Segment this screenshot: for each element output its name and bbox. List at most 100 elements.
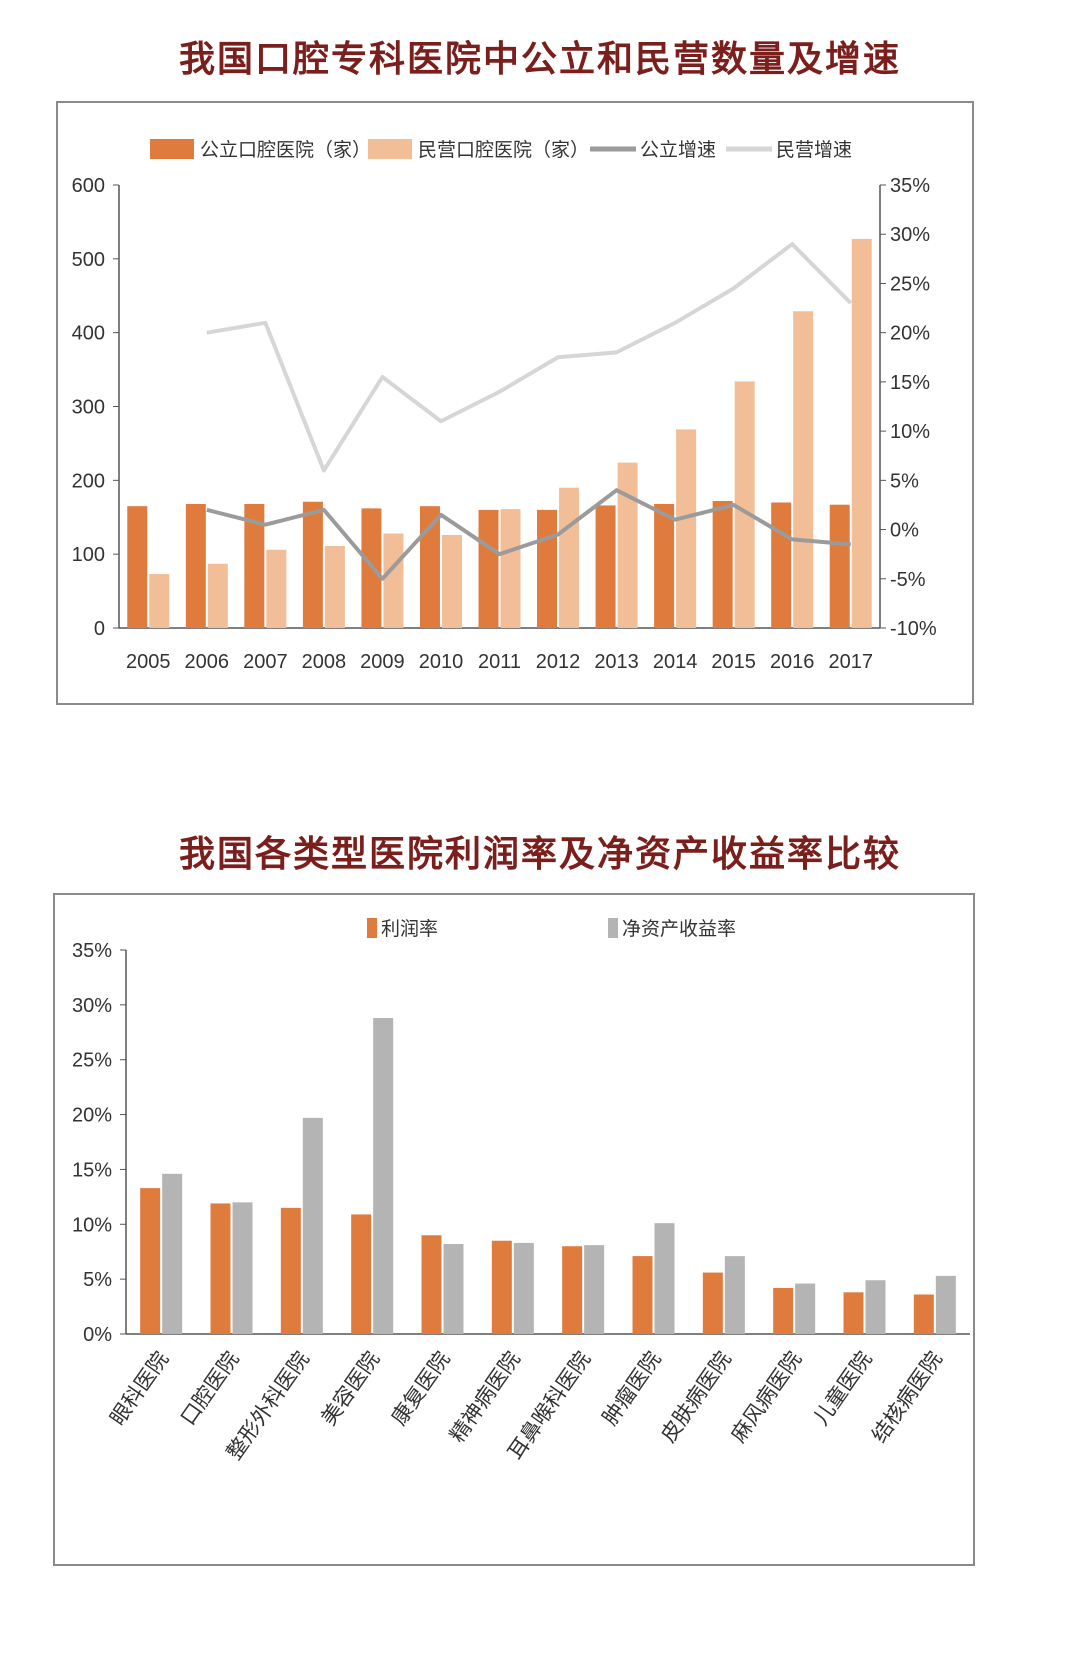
x-tick-label: 2009 [360, 651, 405, 673]
x-tick-label: 肿瘤医院 [599, 1348, 666, 1430]
bar-public-2017 [829, 504, 850, 628]
bar-public-2016 [771, 502, 792, 628]
bar-public-2008 [302, 501, 323, 628]
right-tick-label: 35% [890, 175, 930, 197]
left-tick-label: 200 [72, 470, 105, 492]
x-tick-label: 2013 [594, 651, 639, 673]
bar-profit-整形外科医院 [280, 1207, 301, 1334]
right-tick-label: 10% [890, 421, 930, 443]
x-tick-label: 儿童医院 [810, 1348, 877, 1430]
bar-private-2009 [383, 533, 404, 628]
x-tick-label: 2014 [653, 651, 698, 673]
x-tick-label: 眼科医院 [106, 1348, 173, 1430]
x-tick-label: 麻风病医院 [727, 1348, 806, 1447]
chart2-title: 我国各类型医院利润率及净资产收益率比较 [178, 834, 901, 875]
x-tick-label: 结核病医院 [868, 1348, 947, 1447]
bar-profit-口腔医院 [210, 1203, 231, 1334]
legend-label-public: 公立口腔医院（家） [200, 139, 371, 161]
bar-roe-肿瘤医院 [654, 1223, 675, 1334]
x-tick-label: 2016 [770, 651, 815, 673]
bar-roe-耳鼻喉科医院 [584, 1245, 605, 1334]
bar-public-2006 [185, 503, 206, 628]
legend-label-roe: 净资产收益率 [622, 918, 736, 940]
line-private-growth [206, 242, 853, 473]
legend-label-public-growth: 公立增速 [640, 139, 716, 161]
bar-private-2015 [734, 381, 755, 628]
bar-profit-康复医院 [421, 1235, 442, 1334]
bar-private-2011 [500, 509, 521, 628]
bar-private-2010 [441, 534, 462, 628]
x-tick-label: 美容医院 [317, 1348, 384, 1430]
bar-private-2013 [617, 462, 638, 628]
bar-roe-儿童医院 [865, 1280, 886, 1334]
right-tick-label: 5% [890, 470, 919, 492]
y-tick-label: 0% [83, 1324, 112, 1346]
x-tick-label: 2005 [126, 651, 171, 673]
bar-profit-耳鼻喉科医院 [562, 1246, 583, 1334]
x-tick-label: 2017 [828, 651, 873, 673]
bar-roe-康复医院 [443, 1244, 464, 1334]
left-tick-label: 500 [72, 249, 105, 271]
left-tick-label: 100 [72, 544, 105, 566]
x-tick-label: 口腔医院 [177, 1348, 244, 1430]
bar-public-2007 [244, 503, 265, 628]
bar-roe-口腔医院 [232, 1202, 253, 1334]
bar-profit-麻风病医院 [773, 1287, 794, 1334]
x-tick-label: 2011 [478, 651, 521, 673]
x-tick-label: 2015 [711, 651, 756, 673]
x-tick-label: 2006 [185, 651, 230, 673]
left-tick-label: 400 [72, 323, 105, 345]
bar-profit-美容医院 [351, 1214, 372, 1334]
right-tick-label: -5% [890, 569, 926, 591]
x-tick-label: 皮肤病医院 [657, 1348, 736, 1447]
bar-profit-结核病医院 [913, 1294, 934, 1334]
chart1-frame: 0 100 200 300 400 500 600 -10% -5% 0% 5% 10% 15% 20% 2… [56, 101, 974, 705]
legend-swatch-private [368, 139, 412, 159]
bar-profit-肿瘤医院 [632, 1256, 653, 1334]
bar-profit-儿童医院 [843, 1292, 864, 1334]
bar-public-2011 [478, 509, 499, 628]
bar-private-2008 [324, 546, 345, 628]
bar-private-2005 [149, 574, 170, 628]
bar-profit-皮肤病医院 [702, 1272, 723, 1334]
y-tick-label: 25% [72, 1050, 112, 1072]
chart1-plot: 0 100 200 300 400 500 600 -10% -5% 0% 5% 10% 15% 20% 2… [72, 139, 937, 673]
legend-swatch-profit [367, 918, 377, 938]
x-tick-label: 2010 [419, 651, 464, 673]
bar-roe-麻风病医院 [795, 1283, 816, 1334]
legend-swatch-public [150, 139, 194, 159]
bar-private-2016 [793, 311, 814, 628]
bar-public-2015 [712, 501, 733, 628]
y-tick-label: 10% [72, 1214, 112, 1236]
y-tick-label: 35% [72, 940, 112, 962]
y-tick-label: 15% [72, 1159, 112, 1181]
right-tick-label: 25% [890, 273, 930, 295]
bar-private-2006 [207, 563, 228, 628]
left-tick-label: 0 [94, 618, 105, 640]
right-tick-label: 15% [890, 372, 930, 394]
bar-roe-整形外科医院 [302, 1117, 323, 1334]
chart2-frame: 0% 5% 10% 15% 20% 25% 30% 35% 眼科医院 口腔医院 整形外科医院 美容医院… [53, 893, 975, 1566]
x-tick-label: 康复医院 [388, 1348, 455, 1430]
y-tick-label: 30% [72, 995, 112, 1017]
bar-profit-眼科医院 [140, 1188, 161, 1334]
x-tick-label: 2008 [302, 651, 347, 673]
x-tick-label: 精神病医院 [446, 1348, 525, 1447]
left-tick-label: 300 [72, 397, 105, 419]
right-tick-label: 30% [890, 224, 930, 246]
bar-roe-结核病医院 [935, 1275, 956, 1334]
bar-public-2013 [595, 505, 616, 628]
right-tick-label: 0% [890, 520, 919, 542]
bar-roe-精神病医院 [513, 1242, 534, 1334]
bar-roe-美容医院 [373, 1018, 394, 1334]
bar-private-2017 [851, 238, 872, 629]
right-tick-label: 20% [890, 323, 930, 345]
line-public-growth [206, 488, 851, 581]
bar-private-2012 [559, 487, 580, 628]
bar-roe-眼科医院 [162, 1173, 183, 1334]
left-tick-label: 600 [72, 175, 105, 197]
bar-public-2014 [654, 503, 675, 628]
legend-label-private: 民营口腔医院（家） [418, 139, 589, 161]
chart1-title: 我国口腔专科医院中公立和民营数量及增速 [178, 39, 901, 80]
